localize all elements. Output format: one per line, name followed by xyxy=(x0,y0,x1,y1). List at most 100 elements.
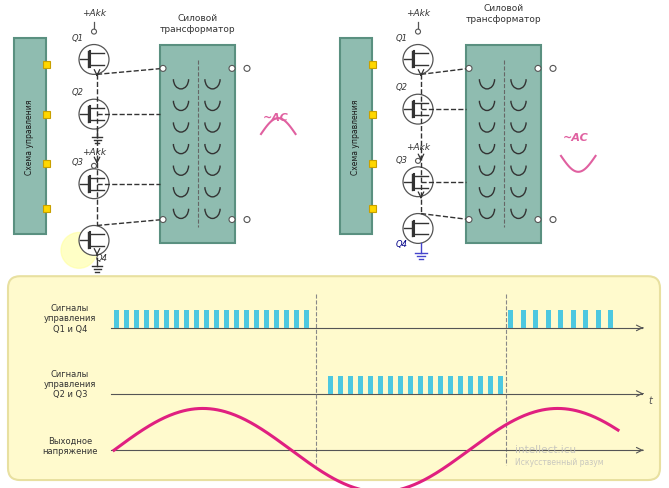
Bar xyxy=(43,111,50,119)
Bar xyxy=(43,161,50,168)
Bar xyxy=(160,45,235,244)
Text: Q1: Q1 xyxy=(396,34,408,42)
Circle shape xyxy=(550,217,556,223)
Text: Искусственный разум: Искусственный разум xyxy=(515,457,603,466)
Bar xyxy=(184,310,189,328)
Bar xyxy=(43,205,50,213)
Circle shape xyxy=(415,30,421,35)
Circle shape xyxy=(403,95,433,125)
Circle shape xyxy=(403,45,433,75)
Bar xyxy=(294,310,299,328)
Text: Q3: Q3 xyxy=(396,156,408,164)
Bar xyxy=(304,310,309,328)
Bar xyxy=(284,310,289,328)
Circle shape xyxy=(466,217,472,223)
Text: Выходное
напряжение: Выходное напряжение xyxy=(42,436,98,455)
Bar xyxy=(234,310,239,328)
Circle shape xyxy=(550,66,556,72)
Circle shape xyxy=(403,167,433,197)
Bar xyxy=(164,310,169,328)
Bar xyxy=(369,205,375,213)
Circle shape xyxy=(535,66,541,72)
Bar xyxy=(558,310,563,328)
Bar xyxy=(408,376,413,394)
Circle shape xyxy=(415,159,421,164)
Text: +Akk: +Akk xyxy=(82,9,106,18)
Text: Q2: Q2 xyxy=(396,83,408,92)
Text: Q2: Q2 xyxy=(72,88,84,97)
Circle shape xyxy=(79,100,109,130)
Bar xyxy=(583,310,588,328)
Bar xyxy=(224,310,229,328)
Text: Q4: Q4 xyxy=(96,254,108,263)
Bar xyxy=(545,310,551,328)
Text: Силовой
трансформатор: Силовой трансформатор xyxy=(466,4,541,23)
Text: t: t xyxy=(648,396,652,406)
Bar xyxy=(398,376,403,394)
Bar xyxy=(244,310,249,328)
Circle shape xyxy=(229,217,235,223)
Circle shape xyxy=(160,217,166,223)
Circle shape xyxy=(244,66,250,72)
Text: +Akk: +Akk xyxy=(406,9,430,18)
Circle shape xyxy=(92,30,96,35)
Text: Сигналы
управления
Q1 и Q4: Сигналы управления Q1 и Q4 xyxy=(43,304,96,333)
Circle shape xyxy=(61,233,97,269)
Bar xyxy=(43,62,50,69)
Text: intellect.icu: intellect.icu xyxy=(515,444,576,454)
Bar xyxy=(254,310,259,328)
Circle shape xyxy=(535,217,541,223)
Bar xyxy=(369,62,375,69)
Bar xyxy=(448,376,453,394)
Bar xyxy=(348,376,353,394)
Text: Силовой
трансформатор: Силовой трансформатор xyxy=(160,14,235,34)
Bar xyxy=(144,310,149,328)
Bar xyxy=(214,310,219,328)
Text: Схема управления: Схема управления xyxy=(25,99,35,174)
Bar xyxy=(369,161,375,168)
Bar xyxy=(204,310,209,328)
Circle shape xyxy=(79,226,109,256)
Text: Сигналы
управления
Q2 и Q3: Сигналы управления Q2 и Q3 xyxy=(43,369,96,399)
Bar xyxy=(478,376,483,394)
Bar xyxy=(340,39,372,235)
Bar xyxy=(174,310,179,328)
Bar xyxy=(154,310,159,328)
Text: +Akk: +Akk xyxy=(406,142,430,152)
Text: ~AC: ~AC xyxy=(263,113,289,123)
Bar xyxy=(134,310,139,328)
Bar xyxy=(428,376,433,394)
Bar xyxy=(438,376,443,394)
Circle shape xyxy=(92,164,96,169)
Text: Q3: Q3 xyxy=(72,158,84,166)
Bar xyxy=(124,310,129,328)
Bar xyxy=(274,310,279,328)
Circle shape xyxy=(244,217,250,223)
Bar xyxy=(466,45,541,244)
Text: Q4: Q4 xyxy=(396,240,408,249)
Bar xyxy=(533,310,538,328)
Bar xyxy=(595,310,601,328)
Bar xyxy=(488,376,493,394)
Bar xyxy=(194,310,199,328)
Bar xyxy=(508,310,513,328)
Bar xyxy=(520,310,526,328)
Circle shape xyxy=(160,66,166,72)
Text: ~AC: ~AC xyxy=(563,133,589,142)
Bar xyxy=(369,111,375,119)
Bar xyxy=(328,376,333,394)
Bar xyxy=(608,310,613,328)
Bar xyxy=(498,376,503,394)
Text: +Akk: +Akk xyxy=(82,147,106,157)
Circle shape xyxy=(79,169,109,199)
Circle shape xyxy=(229,66,235,72)
Bar xyxy=(264,310,269,328)
Text: Схема управления: Схема управления xyxy=(351,99,361,174)
Bar xyxy=(458,376,463,394)
Bar xyxy=(14,39,46,235)
Bar xyxy=(388,376,393,394)
FancyBboxPatch shape xyxy=(8,277,660,480)
Bar xyxy=(368,376,373,394)
Bar xyxy=(114,310,119,328)
Circle shape xyxy=(466,66,472,72)
